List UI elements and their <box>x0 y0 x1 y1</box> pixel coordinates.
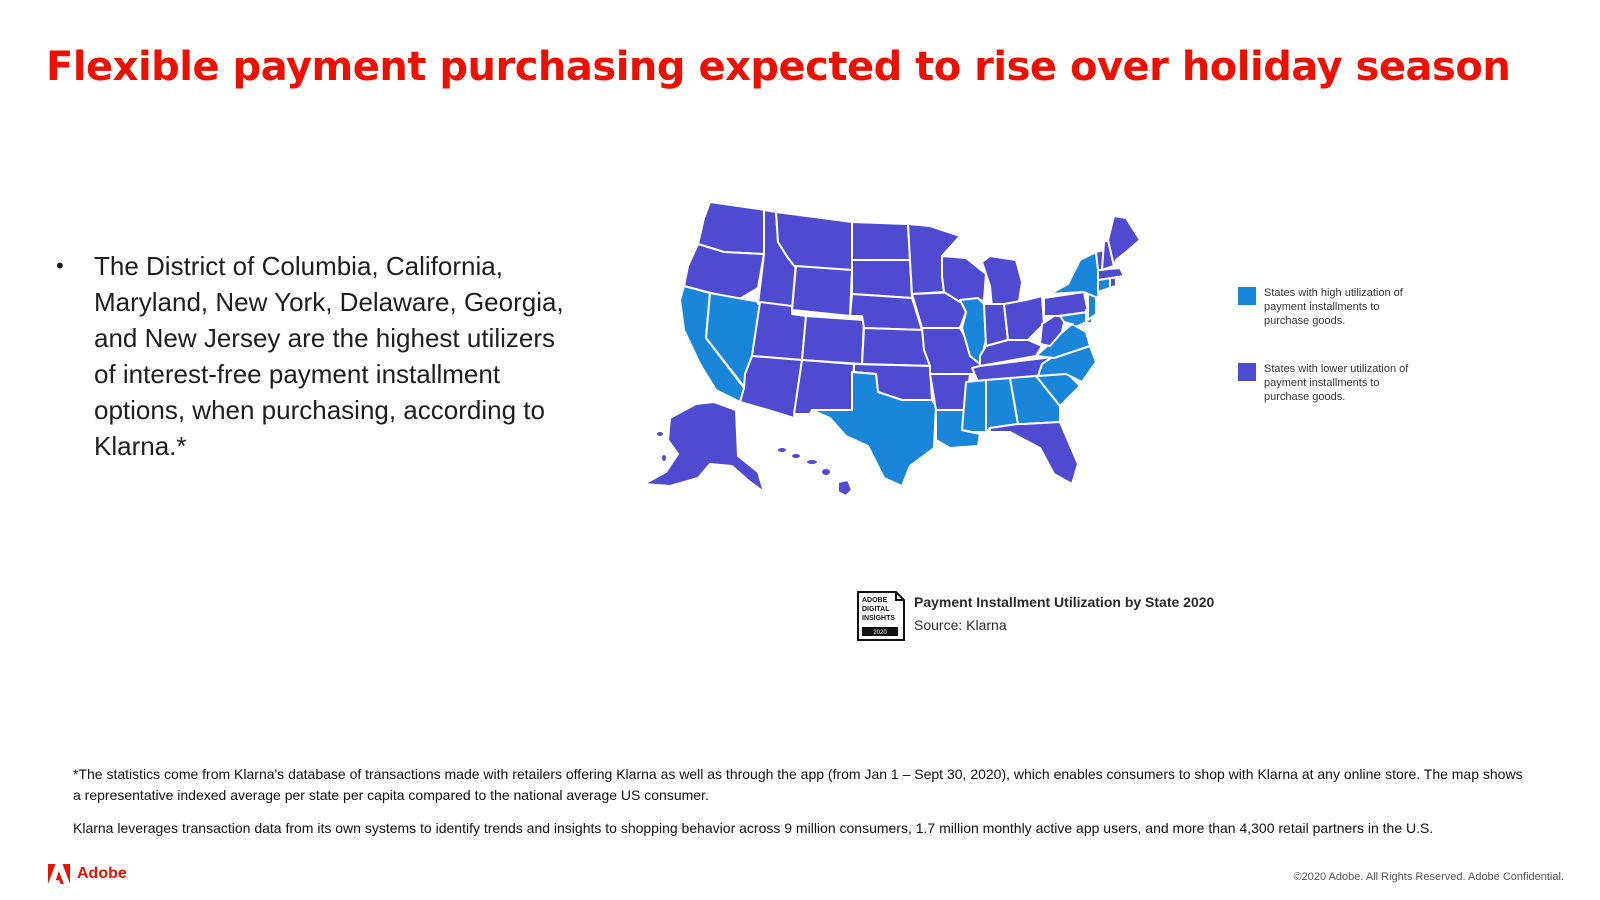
bullet-icon: • <box>56 253 64 278</box>
map-state-oregon <box>683 243 765 301</box>
map-hawaii-island <box>807 460 817 464</box>
map-state-florida <box>989 421 1079 485</box>
adobe-logo-icon <box>48 864 70 884</box>
badge-line-1: ADOBE <box>862 597 888 604</box>
badge-line-3: INSIGHTS <box>862 615 895 622</box>
map-state-massachusetts <box>1097 267 1125 281</box>
map-state-new-york <box>1049 251 1101 299</box>
bullet-list: • The District of Columbia, California, … <box>56 248 576 464</box>
map-state-new-jersey <box>1087 293 1097 321</box>
bullet-item: • The District of Columbia, California, … <box>56 248 576 464</box>
legend-label-high: States with high utilization of payment … <box>1264 287 1403 327</box>
legend-swatch-lower-icon <box>1238 363 1256 381</box>
map-state-kansas <box>861 327 931 367</box>
badge-year: 2020 <box>873 630 887 636</box>
map-alaska-island <box>662 455 666 461</box>
adobe-wordmark: Adobe <box>77 865 127 882</box>
map-state-mississippi <box>961 379 987 433</box>
map-state-texas <box>811 371 937 487</box>
map-hawaii-island <box>778 448 786 452</box>
map-hawaii-island <box>822 469 830 475</box>
map-alaska-island <box>657 432 663 436</box>
legend-item-high: States with high utilization of payment … <box>1238 286 1418 328</box>
footnote-klarna: Klarna leverages transaction data from i… <box>73 820 1434 836</box>
map-state-south-dakota <box>851 259 913 299</box>
copyright-notice: ©2020 Adobe. All Rights Reserved. Adobe … <box>1293 871 1564 883</box>
legend-label-lower: States with lower utilization of payment… <box>1264 363 1409 403</box>
map-legend: States with high utilization of payment … <box>1238 286 1418 404</box>
map-state-colorado <box>801 315 865 365</box>
slide-title: Flexible payment purchasing expected to … <box>46 44 1511 90</box>
badge-line-2: DIGITAL <box>862 606 890 613</box>
map-hawaii-island <box>792 454 800 458</box>
map-state-alaska <box>643 401 765 493</box>
caption-title: Payment Installment Utilization by State… <box>914 594 1215 610</box>
legend-swatch-high-icon <box>1238 287 1256 305</box>
caption-source: Source: Klarna <box>914 617 1007 633</box>
footnote-methodology: *The statistics come from Klarna's datab… <box>73 766 1523 803</box>
legend-item-lower: States with lower utilization of payment… <box>1238 362 1418 404</box>
bullet-text: The District of Columbia, California, Ma… <box>94 251 564 461</box>
map-state-maine <box>1107 215 1141 267</box>
map-state-hawaii <box>837 479 853 497</box>
adobe-digital-insights-badge-icon: ADOBE DIGITAL INSIGHTS 2020 <box>857 591 905 641</box>
map-state-dc <box>1074 322 1077 325</box>
map-state-wisconsin <box>941 255 987 303</box>
map-state-arizona <box>739 355 803 419</box>
map-state-wyoming <box>791 265 853 317</box>
map-state-ohio <box>1003 295 1045 341</box>
map-state-michigan <box>981 255 1023 309</box>
map-caption: Payment Installment Utilization by State… <box>914 594 1214 633</box>
us-state-map <box>643 201 1141 497</box>
map-state-rhode-island <box>1109 277 1117 289</box>
adobe-logo: Adobe <box>48 864 127 884</box>
map-state-maryland <box>1059 311 1089 327</box>
map-state-north-carolina <box>1037 345 1097 383</box>
map-state-new-mexico <box>793 359 855 415</box>
map-state-north-dakota <box>851 221 911 261</box>
